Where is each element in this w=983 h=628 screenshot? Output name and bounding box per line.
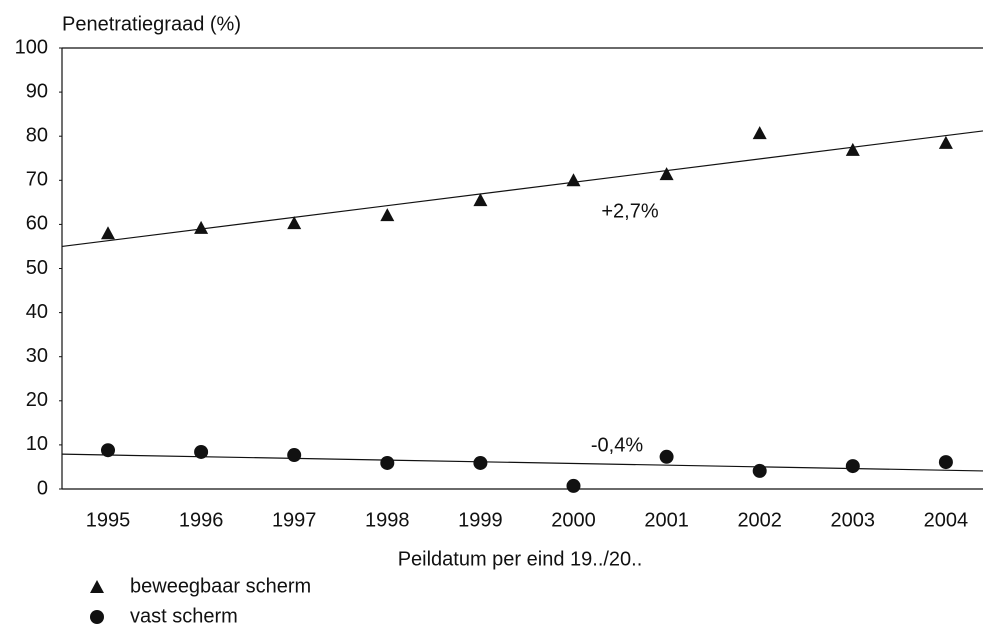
y-tick-label: 10 — [26, 433, 48, 455]
data-point — [287, 448, 302, 463]
x-tick-label: 1995 — [86, 509, 131, 531]
x-tick-label: 2000 — [551, 509, 596, 531]
legend-marker — [90, 610, 104, 624]
data-point — [752, 126, 767, 140]
data-point — [101, 443, 115, 458]
y-tick-label: 100 — [15, 36, 48, 58]
x-tick-label: 1996 — [179, 509, 224, 531]
data-point — [380, 208, 395, 222]
data-point — [566, 478, 581, 493]
trend-label: +2,7% — [601, 200, 658, 222]
y-tick-label: 40 — [26, 301, 48, 323]
y-tick-label: 0 — [37, 477, 48, 499]
data-point — [380, 455, 395, 470]
data-point — [845, 142, 860, 156]
data-point — [566, 173, 581, 187]
legend-label: vast scherm — [130, 605, 238, 627]
data-point — [938, 455, 953, 470]
y-tick-label: 90 — [26, 80, 48, 102]
y-tick-label: 20 — [26, 389, 48, 411]
x-axis-title: Peildatum per eind 19../20.. — [398, 548, 643, 570]
x-tick-label: 1997 — [272, 509, 317, 531]
legend-label: beweegbaar scherm — [130, 575, 311, 597]
trend-line — [61, 130, 983, 248]
data-point — [101, 226, 115, 240]
x-tick-label: 2002 — [737, 509, 782, 531]
data-point — [659, 167, 674, 181]
y-axis-title: Penetratiegraad (%) — [62, 13, 241, 35]
y-tick-label: 30 — [26, 345, 48, 367]
y-tick-label: 70 — [26, 169, 48, 191]
data-point — [659, 449, 674, 464]
trend-label: -0,4% — [591, 434, 643, 456]
data-point — [194, 220, 209, 234]
y-tick-label: 80 — [26, 124, 48, 146]
x-tick-label: 1999 — [458, 509, 503, 531]
y-tick-label: 60 — [26, 213, 48, 235]
legend-marker — [90, 580, 104, 593]
data-point — [938, 135, 953, 149]
data-point — [194, 444, 209, 459]
trend-line — [61, 453, 983, 472]
data-point — [845, 459, 860, 474]
data-point — [473, 455, 488, 470]
data-point — [752, 463, 767, 478]
x-tick-label: 2001 — [644, 509, 689, 531]
data-point — [287, 216, 302, 230]
x-tick-label: 2003 — [831, 509, 876, 531]
y-tick-label: 50 — [26, 257, 48, 279]
data-point — [473, 193, 488, 207]
x-tick-label: 1998 — [365, 509, 410, 531]
x-tick-label: 2004 — [924, 509, 969, 531]
